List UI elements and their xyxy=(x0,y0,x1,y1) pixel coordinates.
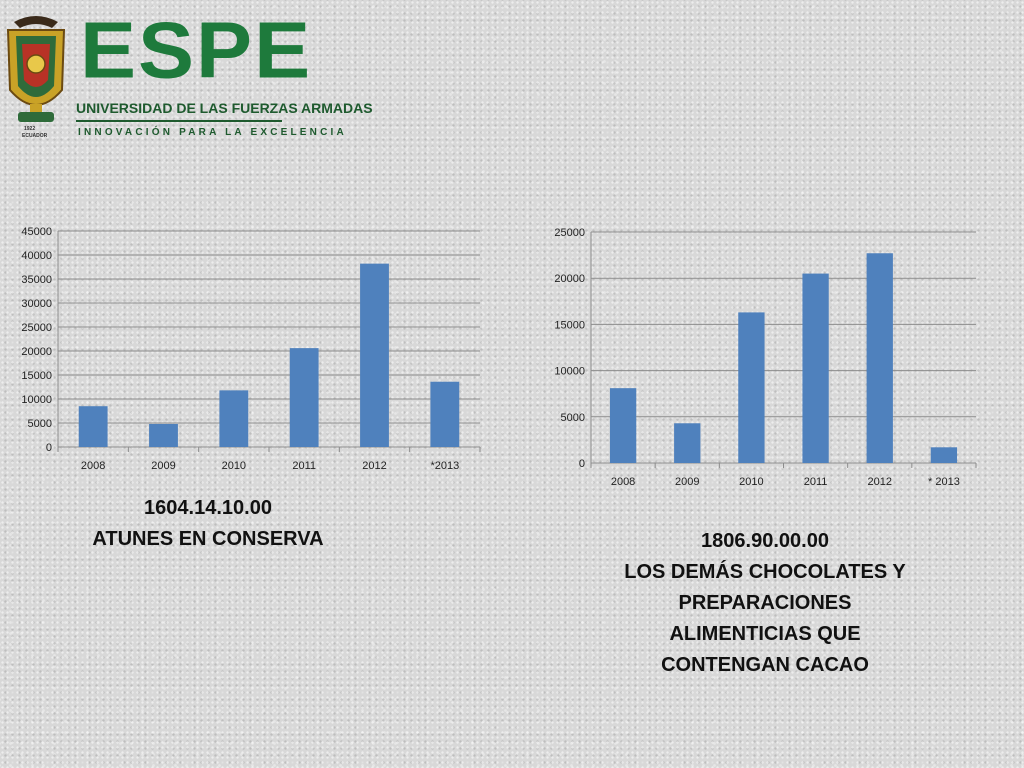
bar xyxy=(430,381,460,447)
emblem-country: ECUADOR xyxy=(22,133,48,139)
bar xyxy=(289,348,319,447)
y-tick-label: 15000 xyxy=(21,370,52,382)
x-tick-label: 2009 xyxy=(675,476,699,488)
logo-motto: INNOVACIÓN PARA LA EXCELENCIA xyxy=(78,127,347,138)
y-tick-label: 10000 xyxy=(554,366,585,378)
y-tick-label: 15000 xyxy=(554,319,585,331)
y-tick-label: 25000 xyxy=(554,227,585,239)
logo-divider xyxy=(76,120,282,122)
chart-atunes-svg: 0 5000 10000 15000 20000 25000 30000 35000 40000… xyxy=(21,226,481,472)
x-tick-label: 2011 xyxy=(804,476,828,488)
espe-logo: 1922 ECUADOR ESPE UNIVERSIDAD DE LAS FUE… xyxy=(0,8,373,140)
bar xyxy=(930,447,958,463)
bar xyxy=(360,263,389,447)
caption-code: 1604.14.10.00 xyxy=(144,497,272,519)
chart-chocolates: 0 5000 10000 15000 20000 25000 2008 2009 2010 201… xyxy=(530,218,990,498)
bar xyxy=(674,423,701,463)
y-tick-label: 5000 xyxy=(28,418,52,430)
emblem-year: 1922 xyxy=(24,126,36,132)
logo-university-name: UNIVERSIDAD DE LAS FUERZAS ARMADAS xyxy=(76,100,373,116)
chart-atunes: 0 5000 10000 15000 20000 25000 30000 35000 40000… xyxy=(0,218,490,478)
y-tick-label: 20000 xyxy=(554,273,585,285)
bar xyxy=(866,253,893,463)
caption-chocolates: 1806.90.00.00 LOS DEMÁS CHOCOLATES Y PRE… xyxy=(610,526,920,681)
y-tick-label: 0 xyxy=(46,442,52,454)
caption-line: PREPARACIONES xyxy=(678,592,852,614)
caption-line: ATUNES EN CONSERVA xyxy=(92,528,324,550)
caption-line: LOS DEMÁS CHOCOLATES Y xyxy=(624,561,906,583)
y-tick-label: 45000 xyxy=(21,226,52,238)
x-tick-label: *2013 xyxy=(430,460,459,472)
caption-line: ALIMENTICIAS QUE xyxy=(669,623,861,645)
x-tick-label: 2012 xyxy=(868,476,892,488)
x-tick-label: 2008 xyxy=(81,460,105,472)
x-tick-label: * 2013 xyxy=(928,476,960,488)
x-tick-label: 2011 xyxy=(292,460,316,472)
x-tick-label: 2010 xyxy=(222,460,246,472)
caption-line: CONTENGAN CACAO xyxy=(661,654,869,676)
y-tick-label: 25000 xyxy=(21,322,52,334)
y-tick-label: 20000 xyxy=(21,346,52,358)
university-emblem-icon xyxy=(6,16,66,122)
x-tick-label: 2008 xyxy=(611,476,635,488)
caption-code: 1806.90.00.00 xyxy=(701,530,829,552)
y-tick-label: 0 xyxy=(579,458,585,470)
bar xyxy=(78,406,108,447)
x-tick-label: 2009 xyxy=(151,460,175,472)
x-tick-label: 2010 xyxy=(739,476,763,488)
y-tick-label: 30000 xyxy=(21,298,52,310)
x-tick-label: 2012 xyxy=(362,460,386,472)
y-tick-label: 10000 xyxy=(21,394,52,406)
y-tick-label: 40000 xyxy=(21,250,52,262)
bar xyxy=(609,388,637,463)
y-tick-label: 5000 xyxy=(561,412,585,424)
bar xyxy=(738,312,765,463)
chart-chocolates-svg: 0 5000 10000 15000 20000 25000 2008 2009 2010 201… xyxy=(554,227,977,488)
caption-atunes: 1604.14.10.00 ATUNES EN CONSERVA xyxy=(58,493,358,555)
bar xyxy=(802,273,829,463)
bar xyxy=(149,423,178,447)
bar xyxy=(219,390,249,447)
y-tick-label: 35000 xyxy=(21,274,52,286)
logo-wordmark: ESPE xyxy=(80,5,313,95)
